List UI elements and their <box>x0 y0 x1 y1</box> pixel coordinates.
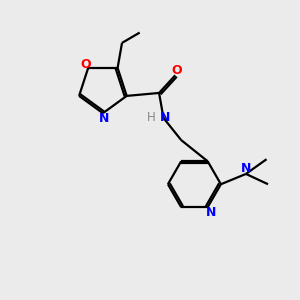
Text: N: N <box>160 111 170 124</box>
Text: N: N <box>99 112 110 125</box>
Text: H: H <box>147 111 155 124</box>
Text: O: O <box>80 58 91 71</box>
Text: N: N <box>206 206 216 219</box>
Text: O: O <box>171 64 182 77</box>
Text: N: N <box>241 162 252 175</box>
